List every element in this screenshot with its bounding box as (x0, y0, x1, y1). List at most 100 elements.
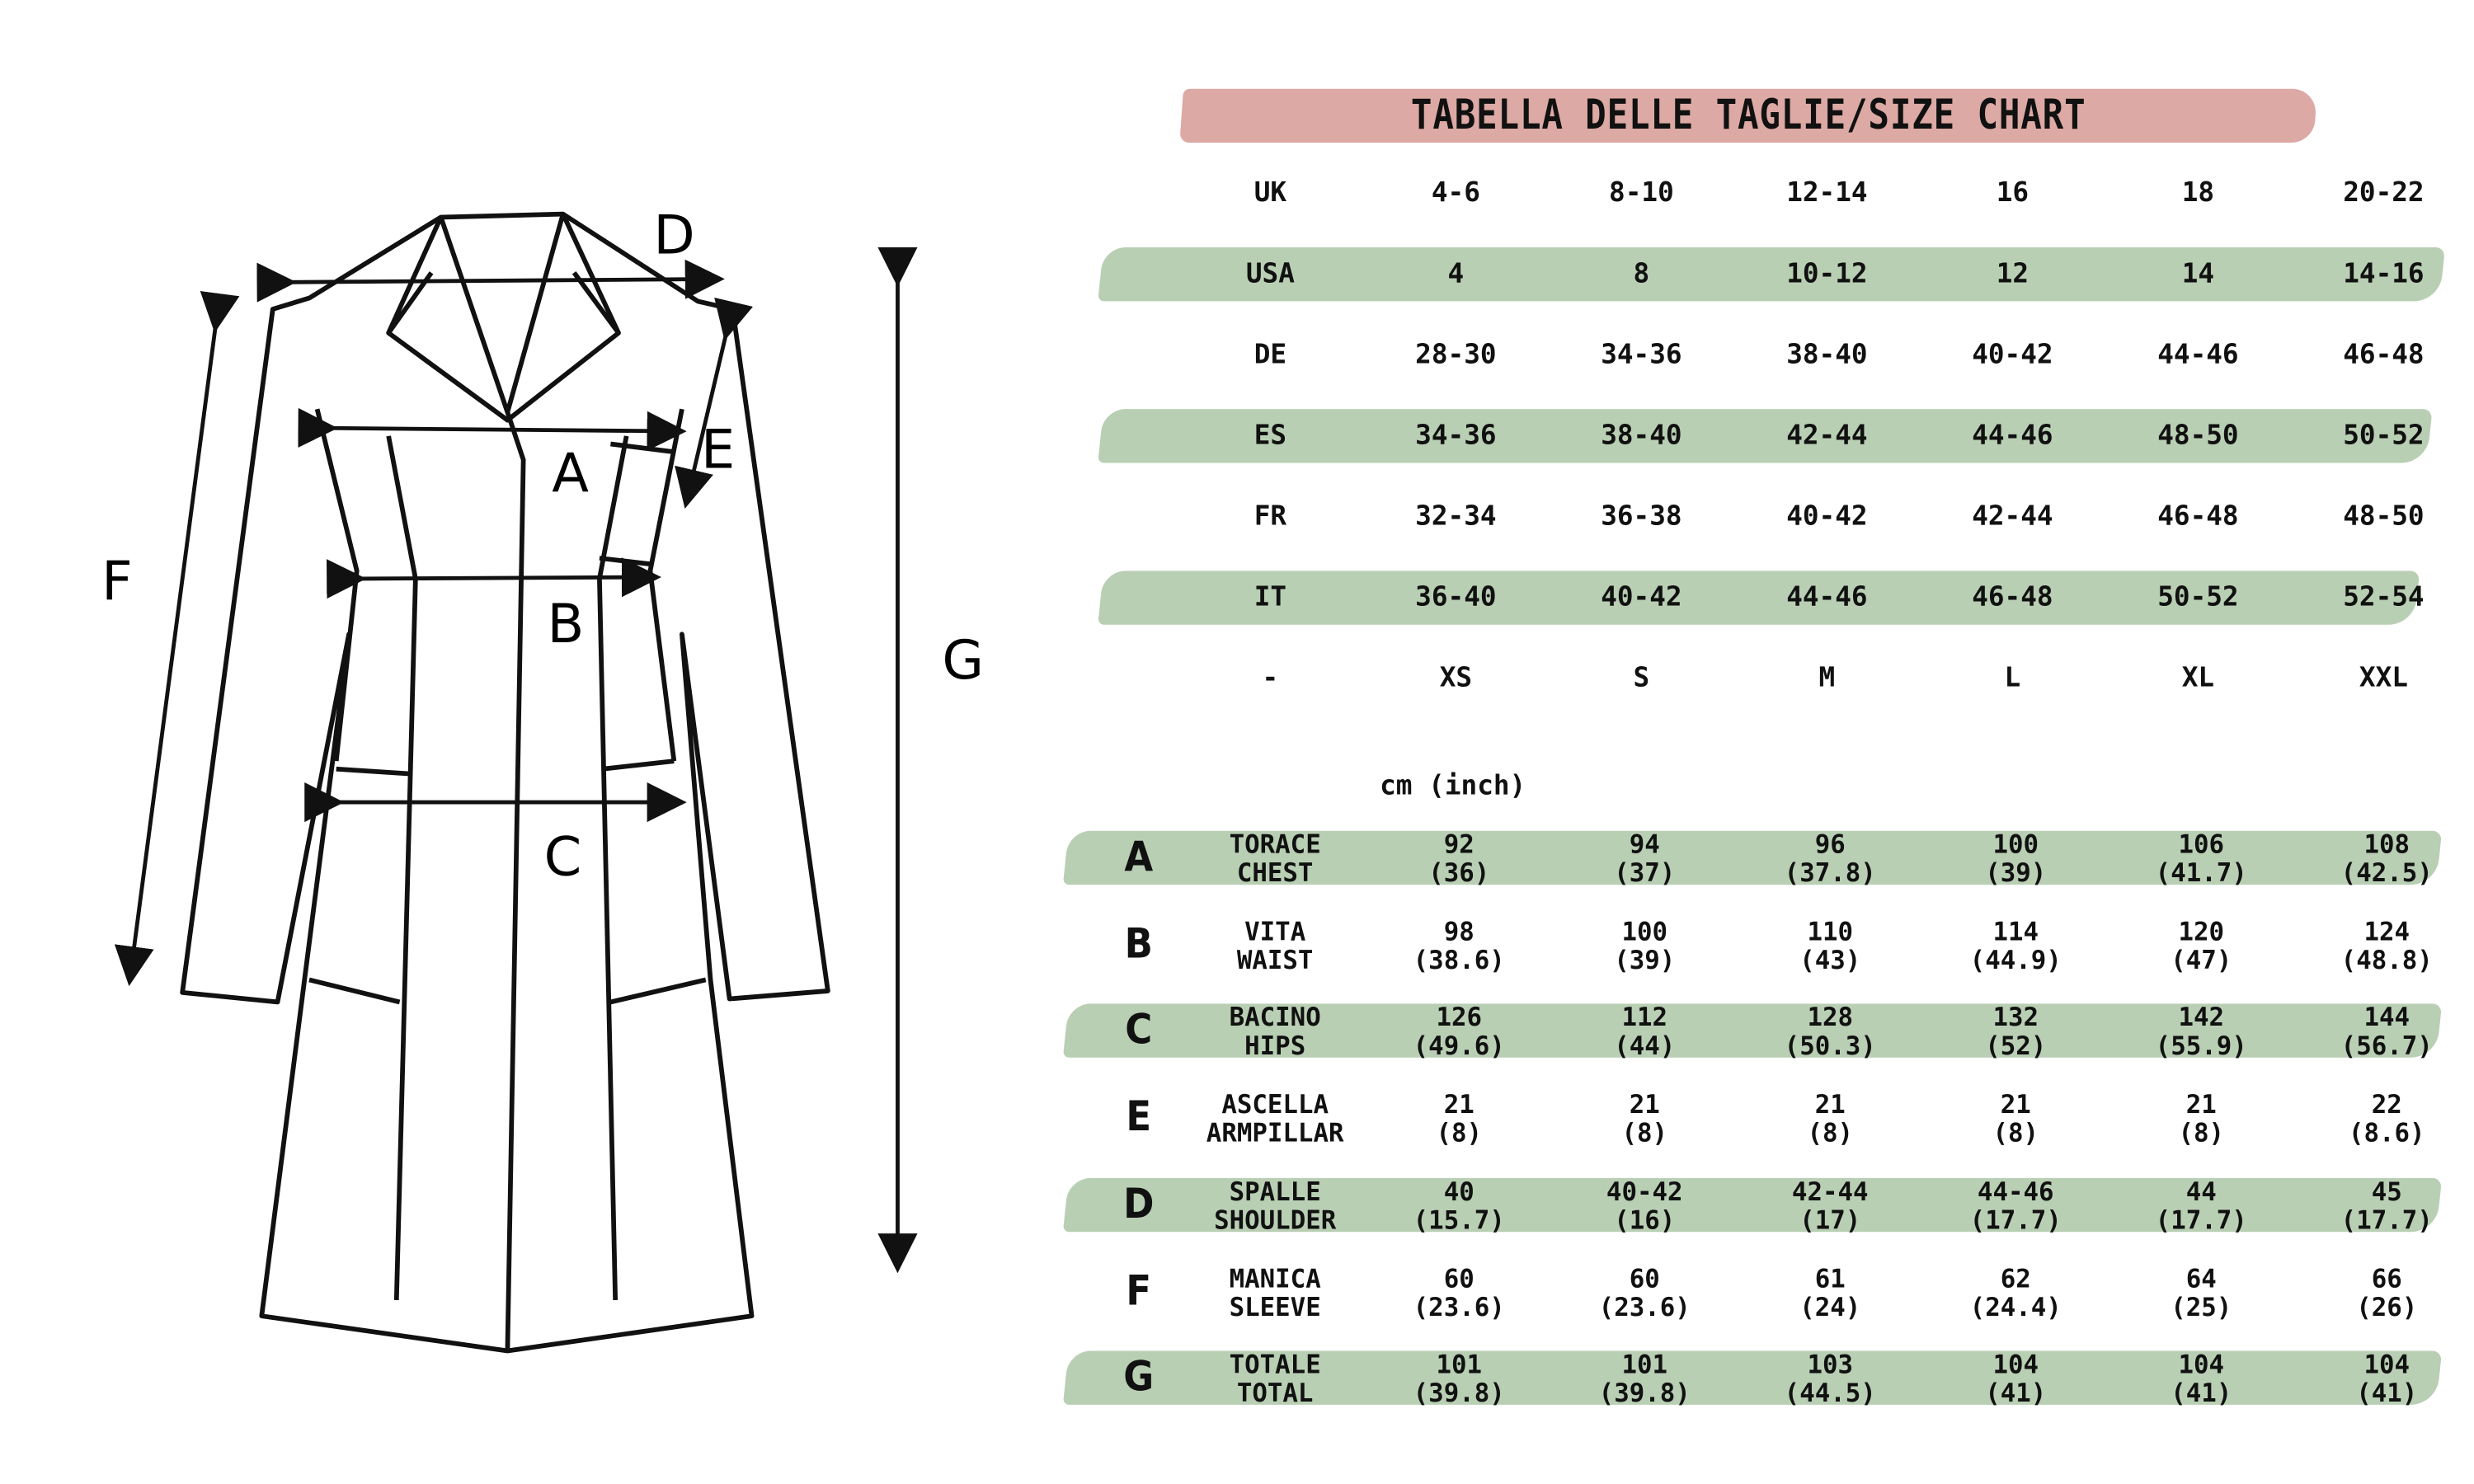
value-inch: (49.6) (1413, 1031, 1505, 1062)
size-cell: 28-30 (1415, 339, 1497, 372)
measurement-letter: D (1123, 1181, 1155, 1229)
value-inch: (8) (1621, 1117, 1668, 1148)
size-cell: 42-44 (1786, 420, 1868, 453)
value-inch: (8) (1807, 1117, 1854, 1148)
value-cm: 64 (2185, 1262, 2217, 1294)
value-cm: 96 (1814, 829, 1846, 860)
value-inch: (48.8) (2340, 944, 2433, 975)
value-cm: 103 (1807, 1349, 1854, 1380)
value-cm: 110 (1807, 915, 1854, 946)
value-cm: 66 (2371, 1262, 2402, 1294)
value-inch: (39) (1614, 944, 1676, 975)
value-cm: 101 (1436, 1349, 1483, 1380)
size-cell: 46-48 (2157, 500, 2239, 533)
value-inch: (43) (1799, 944, 1861, 975)
label-d: D (653, 204, 694, 267)
size-cell: XXL (2359, 662, 2408, 695)
measurement-name-en: TOTAL (1236, 1378, 1314, 1409)
value-inch: (25) (2171, 1291, 2232, 1322)
coat-outline (180, 211, 830, 1354)
value-cm: 21 (1629, 1089, 1660, 1120)
size-cell: 16 (1996, 177, 2030, 209)
value-inch: (24.4) (1969, 1291, 2062, 1322)
size-cell: 10-12 (1786, 258, 1868, 290)
size-cell: 40-42 (1972, 339, 2053, 372)
measurement-letter: G (1123, 1354, 1155, 1402)
value-inch: (56.7) (2340, 1031, 2433, 1062)
label-f: F (101, 550, 133, 613)
value-cm: 61 (1814, 1262, 1846, 1294)
row-label: USA (1245, 258, 1295, 290)
size-cell: XL (2181, 662, 2215, 695)
label-a: A (552, 442, 589, 505)
measurement-name-en: HIPS (1244, 1031, 1306, 1062)
value-cm: 108 (2363, 829, 2411, 860)
measurement-letter: E (1126, 1094, 1152, 1142)
measurement-name-en: CHEST (1236, 857, 1314, 888)
value-cm: 126 (1436, 1003, 1483, 1033)
seams (314, 408, 684, 1301)
value-inch: (8) (1992, 1117, 2039, 1148)
size-cell: XS (1439, 662, 1473, 695)
size-cell: 36-40 (1415, 581, 1497, 614)
measurement-name-it: BACINO (1229, 1003, 1321, 1033)
collar (386, 213, 621, 423)
value-cm: 94 (1629, 829, 1660, 860)
coat-diagram: D A B C E F G (101, 204, 984, 1354)
size-cell: S (1633, 662, 1650, 695)
value-inch: (23.6) (1598, 1291, 1691, 1322)
size-cell: 14 (2181, 258, 2215, 290)
measurement-name-it: SPALLE (1229, 1176, 1321, 1207)
value-inch: (44.5) (1784, 1378, 1876, 1409)
size-cell: 14-16 (2343, 258, 2425, 290)
size-cell: 44-46 (2157, 339, 2239, 372)
row-label: - (1262, 662, 1279, 695)
value-cm: 114 (1992, 915, 2039, 946)
size-cell: 12 (1996, 258, 2030, 290)
measurement-letter: F (1126, 1267, 1152, 1316)
value-cm: 60 (1443, 1262, 1475, 1294)
size-cell: 50-52 (2157, 581, 2239, 614)
value-cm: 44 (2185, 1176, 2217, 1207)
value-inch: (37) (1614, 857, 1676, 888)
size-cell: 32-34 (1415, 500, 1497, 533)
value-inch: (17.7) (2155, 1205, 2247, 1235)
value-inch: (52) (1985, 1031, 2047, 1062)
value-cm: 42-44 (1791, 1176, 1869, 1207)
size-cell: 8-10 (1609, 177, 1674, 209)
value-inch: (17.7) (1969, 1205, 2062, 1235)
value-inch: (8) (1436, 1117, 1483, 1148)
page-title: TABELLA DELLE TAGLIE/SIZE CHART (1410, 92, 2086, 140)
value-cm: 144 (2363, 1003, 2411, 1033)
value-inch: (41) (1985, 1378, 2047, 1409)
value-cm: 104 (2363, 1349, 2411, 1380)
size-cell: 8 (1633, 258, 1650, 290)
measurement-name-en: WAIST (1236, 944, 1314, 975)
value-inch: (8) (2178, 1117, 2225, 1148)
measurement-letter: A (1124, 834, 1154, 882)
value-cm: 60 (1629, 1262, 1660, 1294)
value-inch: (17.7) (2340, 1205, 2433, 1235)
value-cm: 98 (1443, 915, 1475, 946)
value-inch: (24) (1799, 1291, 1861, 1322)
value-cm: 106 (2178, 829, 2225, 860)
value-cm: 104 (2178, 1349, 2225, 1380)
size-cell: 44-46 (1972, 420, 2053, 453)
size-cell: 50-52 (2343, 420, 2425, 453)
size-cell: 48-50 (2157, 420, 2239, 453)
size-cell: 44-46 (1786, 581, 1868, 614)
value-cm: 100 (1992, 829, 2039, 860)
size-cell: 34-36 (1601, 339, 1682, 372)
value-cm: 21 (1814, 1089, 1846, 1120)
size-cell: L (2004, 662, 2021, 695)
label-b: B (547, 593, 584, 655)
value-inch: (47) (2171, 944, 2232, 975)
value-inch: (23.6) (1413, 1291, 1505, 1322)
size-cell: 34-36 (1415, 420, 1497, 453)
pockets (308, 758, 707, 1005)
value-cm: 44-46 (1977, 1176, 2054, 1207)
measurement-name-it: VITA (1244, 915, 1306, 946)
value-cm: 22 (2371, 1089, 2402, 1120)
size-cell: 18 (2181, 177, 2215, 209)
value-cm: 21 (1443, 1089, 1475, 1120)
